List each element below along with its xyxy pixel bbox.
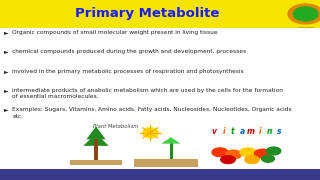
Circle shape — [288, 4, 320, 24]
Text: ►: ► — [4, 107, 8, 112]
Text: Examples: Sugars, Vitamins, Amino acids, Fatty acids, Nucleosides, Nucleotides, : Examples: Sugars, Vitamins, Amino acids,… — [12, 107, 292, 119]
Polygon shape — [83, 134, 109, 146]
Text: intermediate products of anabolic metabolism which are used by the cells for the: intermediate products of anabolic metabo… — [12, 88, 283, 99]
Polygon shape — [161, 137, 180, 144]
Circle shape — [221, 156, 235, 163]
Text: ►: ► — [4, 30, 8, 35]
Bar — [0, 0, 320, 28]
Text: m: m — [247, 127, 255, 136]
Bar — [70, 160, 122, 165]
Circle shape — [293, 7, 318, 21]
Text: i: i — [259, 127, 262, 136]
Circle shape — [245, 156, 259, 163]
Text: ►: ► — [4, 88, 8, 93]
Text: chemical compounds produced during the growth and development, processes: chemical compounds produced during the g… — [12, 49, 246, 54]
Bar — [0, 28, 320, 169]
Text: a: a — [239, 127, 244, 136]
Circle shape — [240, 148, 256, 157]
Circle shape — [212, 148, 228, 157]
Circle shape — [254, 149, 270, 158]
Text: i: i — [222, 127, 225, 136]
Bar — [134, 159, 198, 167]
Text: s: s — [276, 127, 281, 136]
Text: n: n — [267, 127, 272, 136]
Text: ►: ► — [4, 49, 8, 54]
Text: Plant Metabolism: Plant Metabolism — [92, 124, 138, 129]
Bar — [170, 141, 173, 159]
Text: t: t — [231, 127, 235, 136]
Circle shape — [267, 147, 281, 155]
Text: involved in the primary metabolic processes of respiration and photosynthesis: involved in the primary metabolic proces… — [12, 69, 244, 74]
Bar — [94, 139, 98, 163]
Polygon shape — [86, 126, 106, 139]
Text: SCIENCE PARK: SCIENCE PARK — [298, 27, 313, 28]
Circle shape — [143, 128, 158, 138]
Circle shape — [226, 150, 242, 159]
Circle shape — [262, 155, 274, 162]
Text: ►: ► — [4, 69, 8, 74]
Text: v: v — [212, 127, 217, 136]
Bar — [0, 169, 320, 180]
Text: Primary Metabolite: Primary Metabolite — [75, 7, 220, 21]
Text: Organic compounds of small molecular weight present in living tissue: Organic compounds of small molecular wei… — [12, 30, 218, 35]
